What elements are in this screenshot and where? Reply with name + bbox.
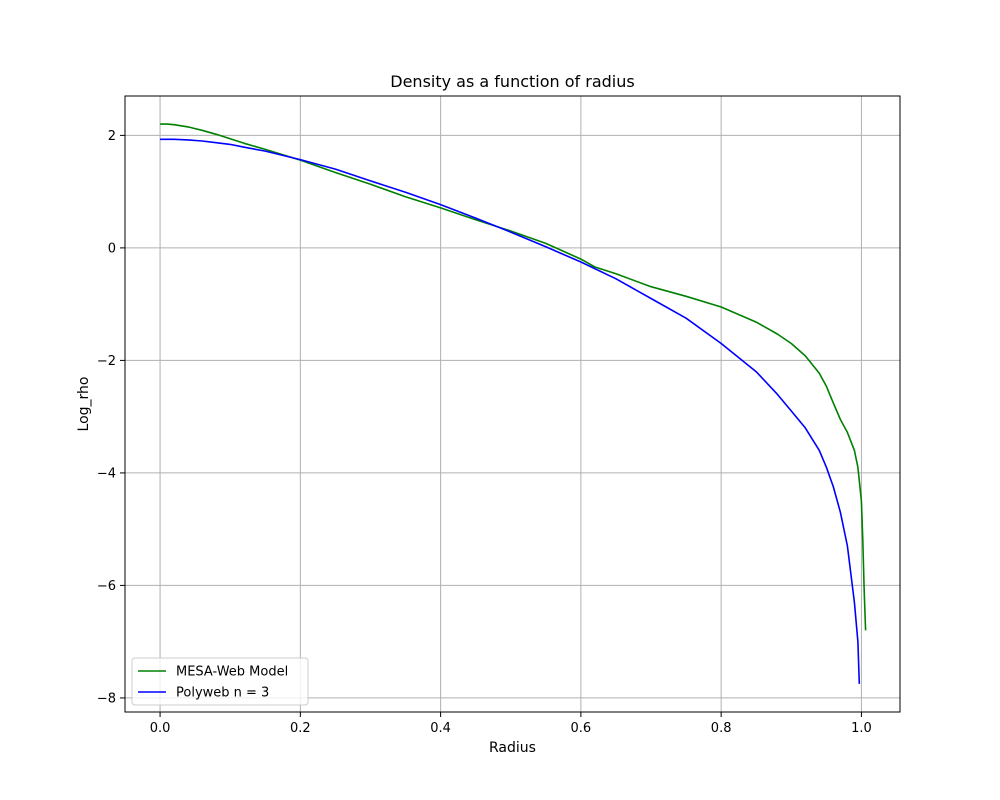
x-tick-label: 0.8	[711, 721, 732, 736]
chart-title: Density as a function of radius	[390, 72, 634, 91]
x-tick-label: 0.0	[150, 721, 171, 736]
x-tick-label: 1.0	[851, 721, 872, 736]
y-tick-label: −2	[97, 354, 116, 369]
legend: MESA-Web Model Polyweb n = 3	[131, 657, 309, 706]
y-tick-label: 0	[108, 241, 116, 256]
series-layer	[160, 123, 867, 684]
x-tick-label: 0.6	[571, 721, 592, 736]
plot-area-frame	[124, 95, 901, 713]
x-tick-label: 0.4	[430, 721, 451, 736]
y-axis-label: Log_rho	[76, 377, 92, 432]
grid	[125, 96, 900, 712]
legend-entry: Polyweb n = 3	[176, 686, 269, 701]
series-line-2	[160, 138, 861, 684]
y-tick-label: −4	[97, 466, 116, 481]
x-axis-label: Radius	[489, 740, 536, 756]
y-tick-label: 2	[108, 129, 116, 144]
y-tick-label: −8	[97, 691, 116, 706]
y-tick-label: −6	[97, 579, 116, 594]
legend-entry: MESA-Web Model	[176, 665, 288, 680]
series-line-1	[160, 123, 867, 631]
legend-box	[131, 657, 309, 706]
x-tick-label: 0.2	[290, 721, 311, 736]
axis-ticks: 0.0 0.2 0.4 0.6 0.8 1.0 2 0 −2 −4 −6 −8	[97, 129, 872, 736]
